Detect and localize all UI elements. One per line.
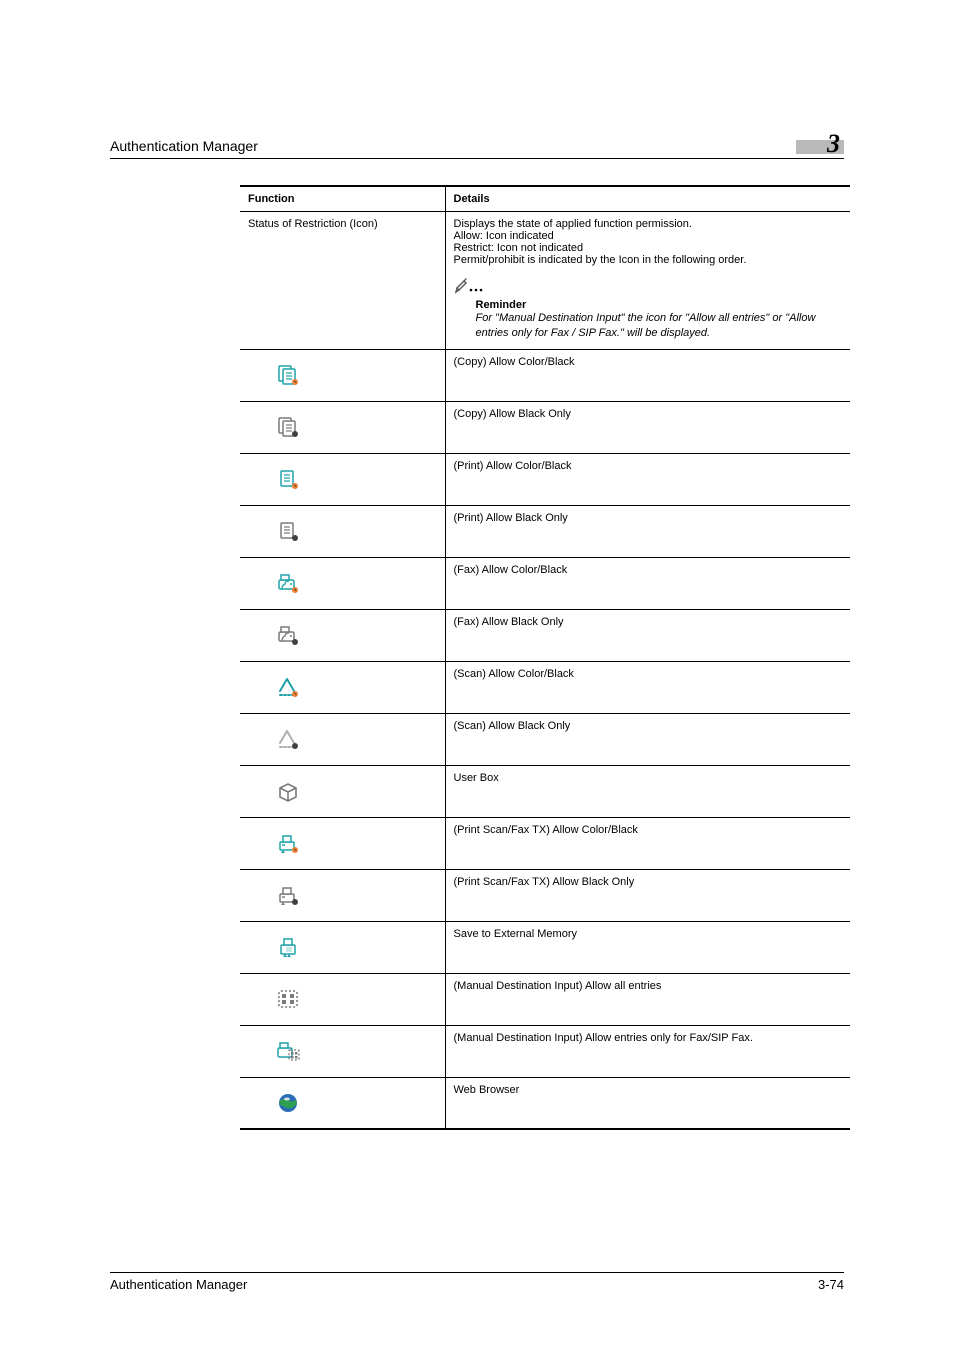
table-row: (Print) Allow Color/Black xyxy=(240,453,850,505)
copy-color-icon xyxy=(240,349,445,401)
table-row: (Fax) Allow Black Only xyxy=(240,609,850,661)
table-row: (Manual Destination Input) Allow all ent… xyxy=(240,973,850,1025)
col-function: Function xyxy=(240,186,445,212)
col-details: Details xyxy=(445,186,850,212)
pscanfax-black-icon xyxy=(240,869,445,921)
manual-fax-icon xyxy=(240,1025,445,1077)
table-row: (Scan) Allow Black Only xyxy=(240,713,850,765)
icon-label: User Box xyxy=(445,765,850,817)
table-row: User Box xyxy=(240,765,850,817)
scan-color-icon xyxy=(240,661,445,713)
table-row: (Copy) Allow Color/Black xyxy=(240,349,850,401)
scan-black-icon xyxy=(240,713,445,765)
page-footer: Authentication Manager 3-74 xyxy=(110,1272,844,1292)
icon-label: Save to External Memory xyxy=(445,921,850,973)
table-row: Web Browser xyxy=(240,1077,850,1129)
reminder-label: Reminder xyxy=(476,299,843,311)
icon-label: (Copy) Allow Black Only xyxy=(445,401,850,453)
print-black-icon xyxy=(240,505,445,557)
userbox-icon xyxy=(240,765,445,817)
fax-color-icon xyxy=(240,557,445,609)
icon-label: (Print Scan/Fax TX) Allow Black Only xyxy=(445,869,850,921)
icon-label: (Fax) Allow Black Only xyxy=(445,609,850,661)
restriction-table: Function Details Status of Restriction (… xyxy=(240,185,850,1130)
status-row: Status of Restriction (Icon) Displays th… xyxy=(240,212,850,350)
icon-label: (Print Scan/Fax TX) Allow Color/Black xyxy=(445,817,850,869)
table-row: (Fax) Allow Color/Black xyxy=(240,557,850,609)
table-row: (Print) Allow Black Only xyxy=(240,505,850,557)
icon-label: (Manual Destination Input) Allow entries… xyxy=(445,1025,850,1077)
table-row: (Print Scan/Fax TX) Allow Color/Black xyxy=(240,817,850,869)
footer-left: Authentication Manager xyxy=(110,1277,247,1292)
fax-black-icon xyxy=(240,609,445,661)
pscanfax-color-icon xyxy=(240,817,445,869)
table-row: Save to External Memory xyxy=(240,921,850,973)
icon-label: (Print) Allow Color/Black xyxy=(445,453,850,505)
status-line: Permit/prohibit is indicated by the Icon… xyxy=(454,254,843,266)
footer-right: 3-74 xyxy=(818,1277,844,1292)
icon-label: (Print) Allow Black Only xyxy=(445,505,850,557)
status-line: Restrict: Icon not indicated xyxy=(454,242,843,254)
table-row: (Copy) Allow Black Only xyxy=(240,401,850,453)
status-func: Status of Restriction (Icon) xyxy=(240,212,445,350)
save-ext-icon xyxy=(240,921,445,973)
table-row: (Manual Destination Input) Allow entries… xyxy=(240,1025,850,1077)
icon-label: Web Browser xyxy=(445,1077,850,1129)
header-title: Authentication Manager xyxy=(110,138,258,154)
icon-label: (Fax) Allow Color/Black xyxy=(445,557,850,609)
chapter-number: 3 xyxy=(827,129,840,159)
page-header: Authentication Manager 3 xyxy=(110,126,844,159)
status-details: Displays the state of applied function p… xyxy=(445,212,850,350)
status-line: Displays the state of applied function p… xyxy=(454,218,843,230)
copy-black-icon xyxy=(240,401,445,453)
status-line: Allow: Icon indicated xyxy=(454,230,843,242)
icon-label: (Scan) Allow Color/Black xyxy=(445,661,850,713)
manual-all-icon xyxy=(240,973,445,1025)
reminder-icon xyxy=(454,274,843,297)
web-browser-icon xyxy=(240,1077,445,1129)
chapter-badge: 3 xyxy=(796,126,844,154)
table-row: (Print Scan/Fax TX) Allow Black Only xyxy=(240,869,850,921)
reminder-text: For "Manual Destination Input" the icon … xyxy=(476,311,843,341)
icon-label: (Manual Destination Input) Allow all ent… xyxy=(445,973,850,1025)
table-header-row: Function Details xyxy=(240,186,850,212)
table-row: (Scan) Allow Color/Black xyxy=(240,661,850,713)
icon-label: (Copy) Allow Color/Black xyxy=(445,349,850,401)
print-color-icon xyxy=(240,453,445,505)
icon-label: (Scan) Allow Black Only xyxy=(445,713,850,765)
